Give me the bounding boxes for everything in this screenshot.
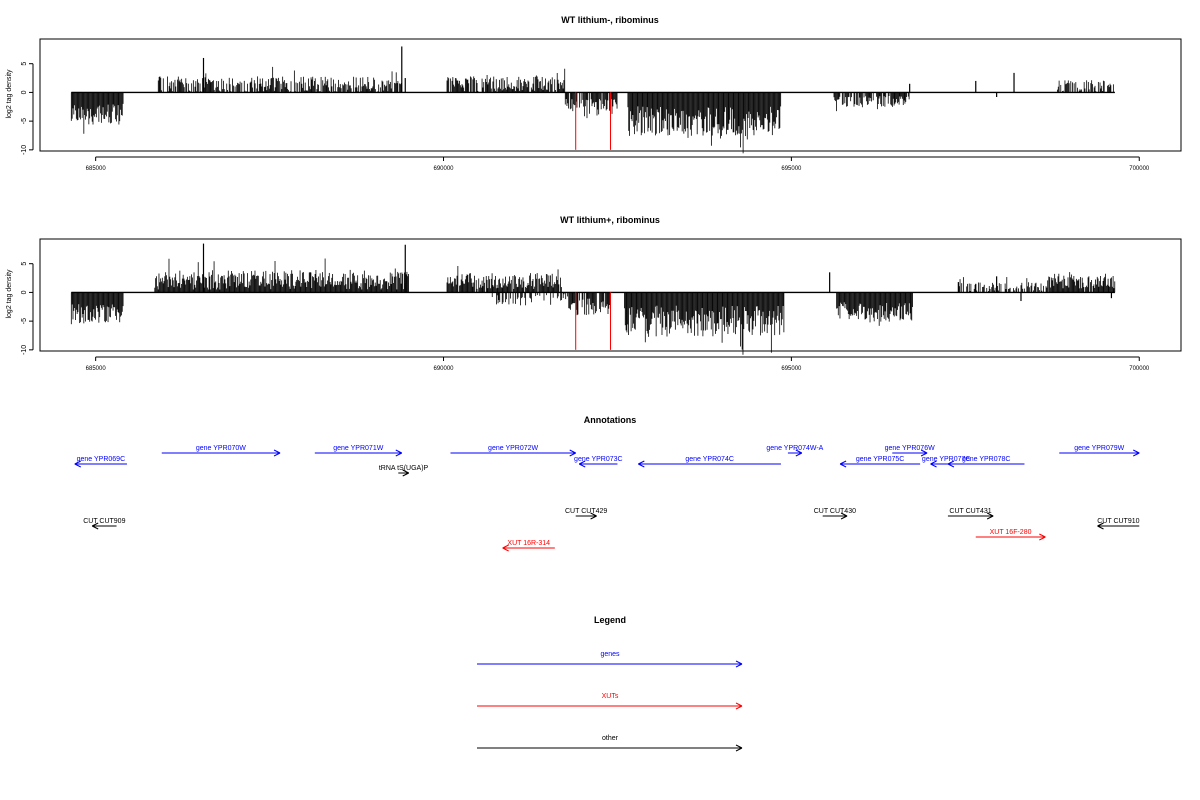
legend-item: other bbox=[477, 735, 743, 752]
feature-label: gene YPR076W bbox=[885, 445, 935, 452]
feature-label: gene YPR075C bbox=[856, 456, 905, 463]
panel-1-title: WT lithium-, ribominus bbox=[561, 15, 659, 25]
feature-label: gene YPR079W bbox=[1074, 445, 1124, 452]
coverage-panel-2: WT lithium+, ribominus log2 tag density … bbox=[6, 215, 1182, 372]
feature-label: CUT CUT909 bbox=[83, 518, 125, 525]
feature-label: gene YPR074C bbox=[685, 456, 734, 463]
panel-1-axes: 5 0 -5 -10 685000 690000 695000 700000 bbox=[21, 38, 1182, 172]
coverage-bars bbox=[70, 243, 1116, 355]
feature-arrow: XUT 16F-280 bbox=[975, 529, 1046, 541]
feature-arrow: gene YPR070W bbox=[161, 445, 281, 457]
feature-label: gene YPR077C bbox=[922, 456, 971, 463]
feature-arrow: gene YPR075C bbox=[839, 456, 921, 468]
feature-label: tRNA tS(UGA)P bbox=[379, 465, 429, 472]
feature-arrow: gene YPR079W bbox=[1059, 445, 1140, 457]
x-tick-label: 700000 bbox=[1129, 166, 1150, 172]
plot-frame bbox=[39, 238, 1182, 352]
feature-label: CUT CUT431 bbox=[949, 508, 991, 515]
legend-label: other bbox=[602, 735, 619, 742]
coverage-panel-1: WT lithium-, ribominus log2 tag density … bbox=[6, 15, 1182, 172]
legend-label: genes bbox=[600, 651, 620, 658]
annotations-title: Annotations bbox=[584, 415, 637, 425]
y-tick-label: 5 bbox=[21, 62, 28, 66]
feature-label: CUT CUT430 bbox=[814, 508, 856, 515]
feature-label: CUT CUT429 bbox=[565, 508, 607, 515]
y-tick-label: -5 bbox=[21, 118, 28, 124]
x-tick-label: 685000 bbox=[86, 166, 107, 172]
feature-label: gene YPR070W bbox=[196, 445, 246, 452]
feature-arrow: CUT CUT909 bbox=[83, 518, 126, 530]
panel-2-ylabel: log2 tag density bbox=[6, 269, 13, 319]
legend-item: XUTs bbox=[477, 693, 743, 710]
y-tick-label: 0 bbox=[21, 90, 28, 94]
feature-label: CUT CUT910 bbox=[1097, 518, 1139, 525]
legend-panel: Legend genes XUTs other bbox=[477, 615, 743, 752]
annotation-features: gene YPR069C gene YPR070W gene YPR071W tRNA… bbox=[74, 445, 1140, 552]
feature-arrow: CUT CUT429 bbox=[565, 508, 607, 520]
panel-2-axes: 5 0 -5 -10 685000 690000 695000 700000 bbox=[21, 238, 1182, 372]
feature-arrow: gene YPR069C bbox=[74, 456, 127, 468]
legend-label: XUTs bbox=[602, 693, 619, 700]
feature-arrow: CUT CUT910 bbox=[1097, 518, 1140, 530]
x-tick-label: 690000 bbox=[434, 166, 455, 172]
x-tick-label: 695000 bbox=[781, 366, 802, 372]
panel-2-title: WT lithium+, ribominus bbox=[560, 215, 660, 225]
feature-arrow: gene YPR074W-A bbox=[766, 445, 824, 457]
panel-1-ylabel: log2 tag density bbox=[6, 69, 13, 119]
feature-label: gene YPR069C bbox=[77, 456, 126, 463]
feature-arrow: gene YPR073C bbox=[574, 456, 623, 468]
legend-title: Legend bbox=[594, 615, 626, 625]
y-tick-label: 0 bbox=[21, 290, 28, 294]
feature-label: XUT 16R-314 bbox=[507, 540, 550, 547]
feature-arrow: CUT CUT431 bbox=[947, 508, 994, 520]
feature-arrow: CUT CUT430 bbox=[814, 508, 856, 520]
coverage-bars bbox=[70, 46, 1114, 154]
feature-label: XUT 16F-280 bbox=[990, 529, 1032, 536]
feature-arrow: gene YPR072W bbox=[450, 445, 576, 457]
feature-label: gene YPR073C bbox=[574, 456, 623, 463]
feature-arrow: XUT 16R-314 bbox=[502, 540, 555, 552]
y-tick-label: -10 bbox=[21, 345, 28, 355]
y-tick-label: -5 bbox=[21, 318, 28, 324]
x-tick-label: 685000 bbox=[86, 366, 107, 372]
y-tick-label: 5 bbox=[21, 262, 28, 266]
feature-arrow: tRNA tS(UGA)P bbox=[379, 465, 429, 477]
x-tick-label: 690000 bbox=[434, 366, 455, 372]
feature-arrow: gene YPR076W bbox=[885, 445, 935, 457]
feature-arrow: gene YPR078C bbox=[947, 456, 1025, 468]
x-tick-label: 695000 bbox=[781, 166, 802, 172]
legend-item: genes bbox=[477, 651, 743, 668]
feature-label: gene YPR072W bbox=[488, 445, 538, 452]
y-tick-label: -10 bbox=[21, 145, 28, 155]
feature-arrow: gene YPR071W bbox=[314, 445, 403, 457]
feature-label: gene YPR078C bbox=[962, 456, 1011, 463]
plot-frame bbox=[39, 38, 1182, 152]
x-tick-label: 700000 bbox=[1129, 366, 1150, 372]
feature-label: gene YPR071W bbox=[333, 445, 383, 452]
feature-arrow: gene YPR074C bbox=[638, 456, 781, 468]
legend-items: genes XUTs other bbox=[477, 651, 743, 752]
feature-label: gene YPR074W-A bbox=[766, 445, 823, 452]
